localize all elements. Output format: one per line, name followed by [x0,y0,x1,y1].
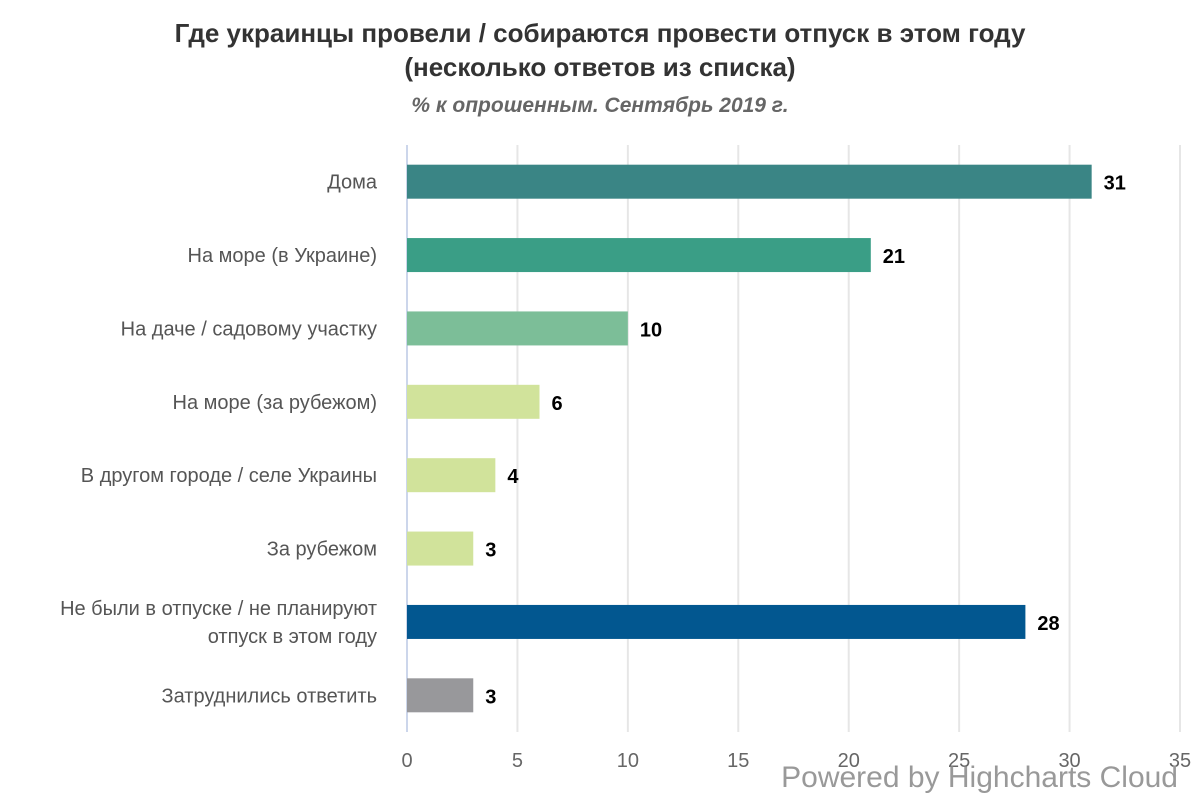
x-tick-label: 25 [948,750,970,772]
bar[interactable] [407,311,628,346]
data-label: 4 [507,466,519,488]
category-label: Затруднились ответить [162,685,377,707]
data-label: 10 [640,319,662,341]
category-label: В другом городе / селе Украины [81,465,377,487]
category-label: На даче / садовому участку [121,318,377,340]
data-label: 31 [1104,173,1126,195]
bar[interactable] [407,384,540,419]
x-tick-label: 0 [401,750,412,772]
x-tick-label: 20 [838,750,860,772]
category-label: За рубежом [267,539,377,561]
category-axis: Дома На море (в Украине) На даче / садовом… [60,172,378,708]
bar[interactable] [407,238,871,273]
x-tick-label: 35 [1169,750,1191,772]
data-label: 21 [883,246,905,268]
x-tick-label: 30 [1058,750,1080,772]
chart-title-line-2: (несколько ответов из списка) [404,52,796,82]
chart-title: Где украинцы провели / собираются провес… [0,16,1200,84]
bar[interactable] [407,531,474,566]
bar[interactable] [407,458,496,493]
bars [407,164,1092,713]
data-label: 6 [552,393,563,415]
x-tick-label: 5 [512,750,523,772]
data-label: 28 [1037,613,1059,635]
chart-subtitle: % к опрошенным. Сентябрь 2019 г. [411,94,789,117]
category-label: Дома [327,172,378,194]
value-axis: 0 5 10 15 20 25 30 35 [401,750,1191,772]
data-labels: 31 21 10 6 4 3 28 3 [485,173,1126,709]
x-tick-label: 15 [727,750,749,772]
bar[interactable] [407,604,1026,639]
highcharts-credits[interactable]: Powered by Highcharts Cloud [781,761,1178,794]
grid-lines [406,145,1181,732]
data-label: 3 [485,540,496,562]
category-label: Не были в отпуске / не планируют отпуск в… [60,598,377,648]
x-tick-label: 10 [617,750,639,772]
category-label: На море (за рубежом) [173,392,377,414]
category-label: На море (в Украине) [188,245,377,267]
chart-title-line-1: Где украинцы провели / собираются провес… [174,18,1026,48]
bar[interactable] [407,164,1092,199]
bar[interactable] [407,678,474,713]
data-label: 3 [485,686,496,708]
